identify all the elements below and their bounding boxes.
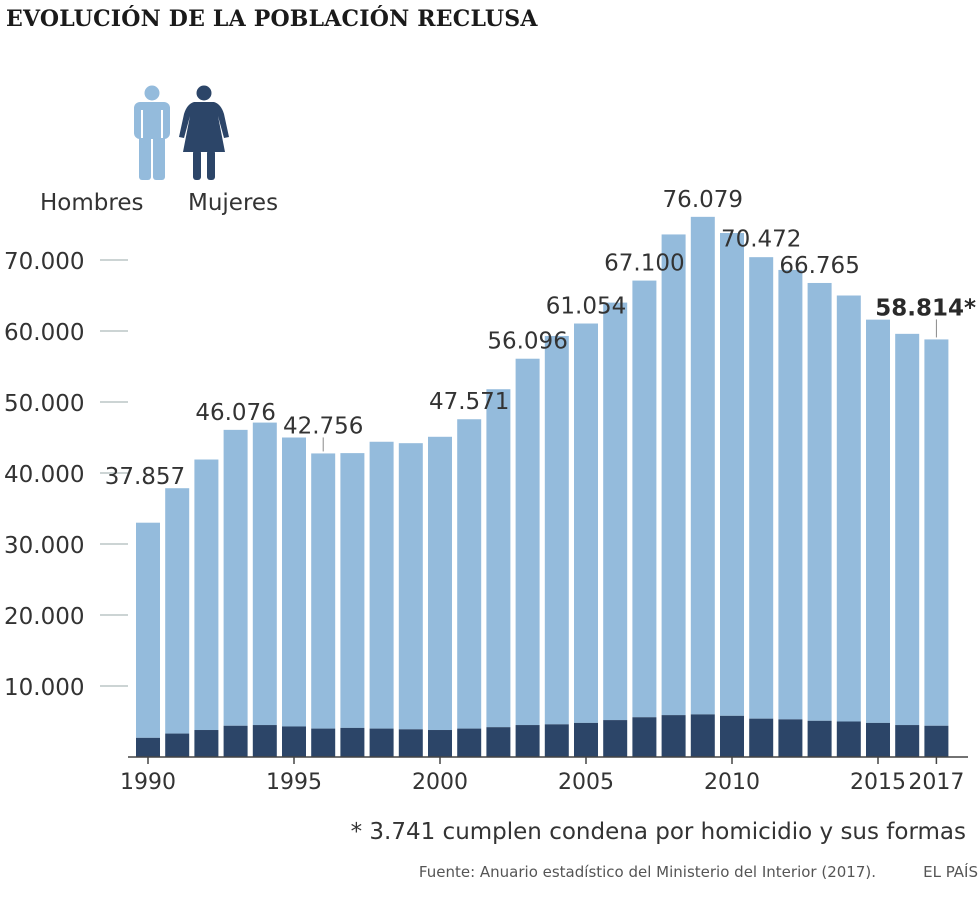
bar-women-1995 (282, 726, 306, 757)
brand-label: EL PAÍS (923, 863, 978, 881)
bar-women-1997 (340, 727, 365, 757)
bar-women-2016 (895, 725, 920, 757)
bar-women-1992 (194, 730, 219, 757)
y-tick-label: 40.000 (4, 462, 84, 488)
x-tick-label: 2000 (412, 770, 468, 795)
bar-women-2012 (778, 719, 803, 757)
annotation-2011: 70.472 (721, 227, 801, 253)
bar-women-1994 (252, 725, 277, 757)
bar-men-1991 (165, 488, 190, 734)
bar-men-1999 (398, 443, 423, 730)
bar-men-2013 (807, 282, 832, 721)
legend-men-label: Hombres (40, 190, 143, 216)
bar-men-2000 (428, 436, 452, 731)
x-tick-label: 2005 (558, 770, 614, 795)
bar-men-1998 (369, 441, 394, 729)
bar-men-2008 (661, 234, 686, 716)
bar-women-2006 (603, 720, 628, 757)
bar-men-1995 (282, 437, 306, 727)
annotation-2003: 56.096 (487, 329, 567, 355)
bar-men-2005 (574, 323, 598, 723)
footnote: * 3.741 cumplen condena por homicidio y … (350, 819, 966, 845)
bar-men-2017 (924, 339, 949, 726)
bar-men-1994 (252, 422, 277, 726)
x-tick-label: 2010 (704, 770, 760, 795)
bar-men-2016 (895, 333, 920, 726)
bar-women-1999 (398, 729, 423, 757)
chart-title: EVOLUCIÓN DE LA POBLACIÓN RECLUSA (6, 6, 538, 32)
annotation-1991: 37.857 (105, 464, 185, 490)
annotation-2001: 47.571 (429, 389, 509, 415)
annotation-1993: 46.076 (195, 400, 275, 426)
bar-women-2005 (574, 722, 598, 757)
x-tick-label: 1995 (266, 770, 322, 795)
bar-men-2011 (749, 257, 774, 719)
bar-women-1998 (369, 728, 394, 757)
annotations: 37.857 46.076 42.756 47.571 56.096 61.054 67.1… (105, 187, 976, 490)
woman-icon (179, 85, 229, 180)
source-note: Fuente: Anuario estadístico del Minister… (418, 863, 876, 881)
bar-women-2008 (661, 715, 686, 757)
y-tick-label: 70.000 (4, 249, 84, 275)
bar-women-2007 (632, 717, 657, 757)
man-icon (134, 85, 170, 180)
bar-men-2014 (836, 295, 861, 722)
bar-men-1992 (194, 459, 219, 731)
bar-women-2014 (836, 721, 861, 757)
bar-women-2009 (690, 714, 715, 757)
x-tick-label: 2015 (850, 770, 906, 795)
bar-women-2010 (720, 715, 744, 757)
bar-women-2002 (486, 727, 511, 757)
bar-women-2001 (457, 728, 482, 757)
y-axis: 10.000 20.000 30.000 40.000 50.000 60.000 70.0… (4, 249, 128, 701)
annotation-2005: 61.054 (546, 294, 626, 320)
bar-men-1990 (136, 522, 160, 738)
bar-men-2015 (866, 319, 890, 723)
bar-men-1996 (311, 453, 336, 729)
y-tick-label: 30.000 (4, 533, 84, 559)
bar-men-2009 (690, 216, 715, 715)
legend: Hombres Mujeres (40, 85, 278, 216)
x-axis: 1990 1995 2000 2005 2010 2015 2017 (120, 756, 968, 795)
annotation-2013: 66.765 (779, 253, 859, 279)
y-tick-label: 10.000 (4, 675, 84, 701)
bar-women-2004 (544, 724, 569, 757)
bar-women-2003 (515, 725, 540, 757)
bar-men-2007 (632, 280, 657, 718)
bar-women-2011 (749, 718, 774, 757)
bar-men-2012 (778, 269, 803, 720)
y-tick-label: 60.000 (4, 320, 84, 346)
bar-women-2000 (428, 730, 452, 757)
bar-women-1993 (223, 725, 248, 757)
bar-women-1996 (311, 728, 336, 757)
bar-women-1991 (165, 733, 190, 757)
annotation-2017: 58.814* (875, 295, 976, 321)
annotation-2009: 76.079 (663, 187, 743, 213)
y-tick-label: 50.000 (4, 391, 84, 417)
legend-women-label: Mujeres (188, 190, 278, 216)
bar-men-2003 (515, 358, 540, 726)
bar-men-2006 (603, 302, 628, 721)
bar-men-2004 (544, 335, 569, 725)
bar-women-1990 (136, 737, 160, 757)
annotation-1996: 42.756 (283, 413, 363, 439)
y-tick-label: 20.000 (4, 604, 84, 630)
bar-women-2013 (807, 720, 832, 757)
bar-men-1993 (223, 429, 248, 726)
bar-men-2001 (457, 419, 482, 729)
annotation-2007: 67.100 (604, 251, 684, 277)
bar-women-2015 (866, 722, 890, 757)
bar-men-1997 (340, 453, 365, 728)
bar-men-2010 (720, 233, 744, 716)
bar-men-2002 (486, 389, 511, 728)
x-tick-label: 2017 (908, 770, 964, 795)
bars (136, 216, 949, 757)
x-tick-label: 1990 (120, 770, 176, 795)
bar-women-2017 (924, 725, 949, 757)
